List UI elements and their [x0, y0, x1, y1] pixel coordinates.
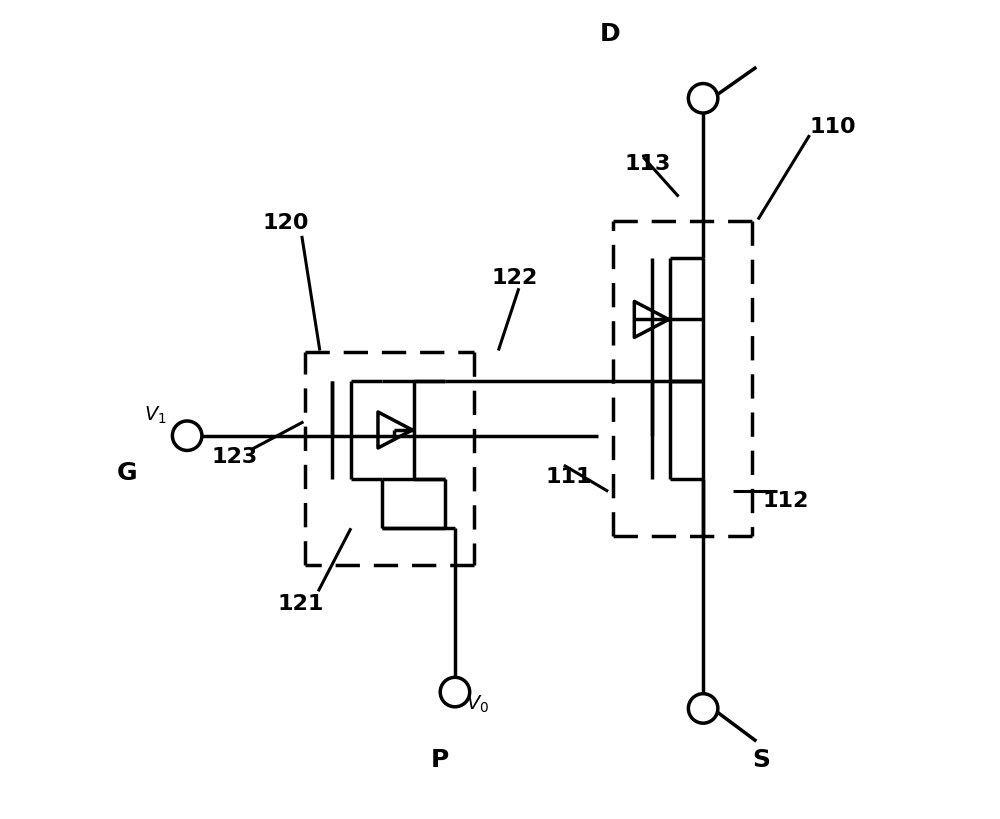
Text: P: P: [430, 748, 449, 772]
Text: D: D: [600, 22, 621, 47]
Text: 110: 110: [810, 117, 856, 137]
Text: 123: 123: [212, 447, 258, 467]
Text: 113: 113: [624, 154, 671, 174]
Text: 111: 111: [545, 467, 592, 486]
Text: 122: 122: [492, 269, 538, 288]
Text: 120: 120: [262, 213, 309, 233]
Text: 112: 112: [762, 491, 808, 511]
Text: S: S: [752, 748, 770, 772]
Text: $V_1$: $V_1$: [144, 405, 166, 426]
Text: G: G: [117, 461, 137, 486]
Text: $V_0$: $V_0$: [466, 694, 489, 715]
Text: 121: 121: [277, 595, 324, 614]
